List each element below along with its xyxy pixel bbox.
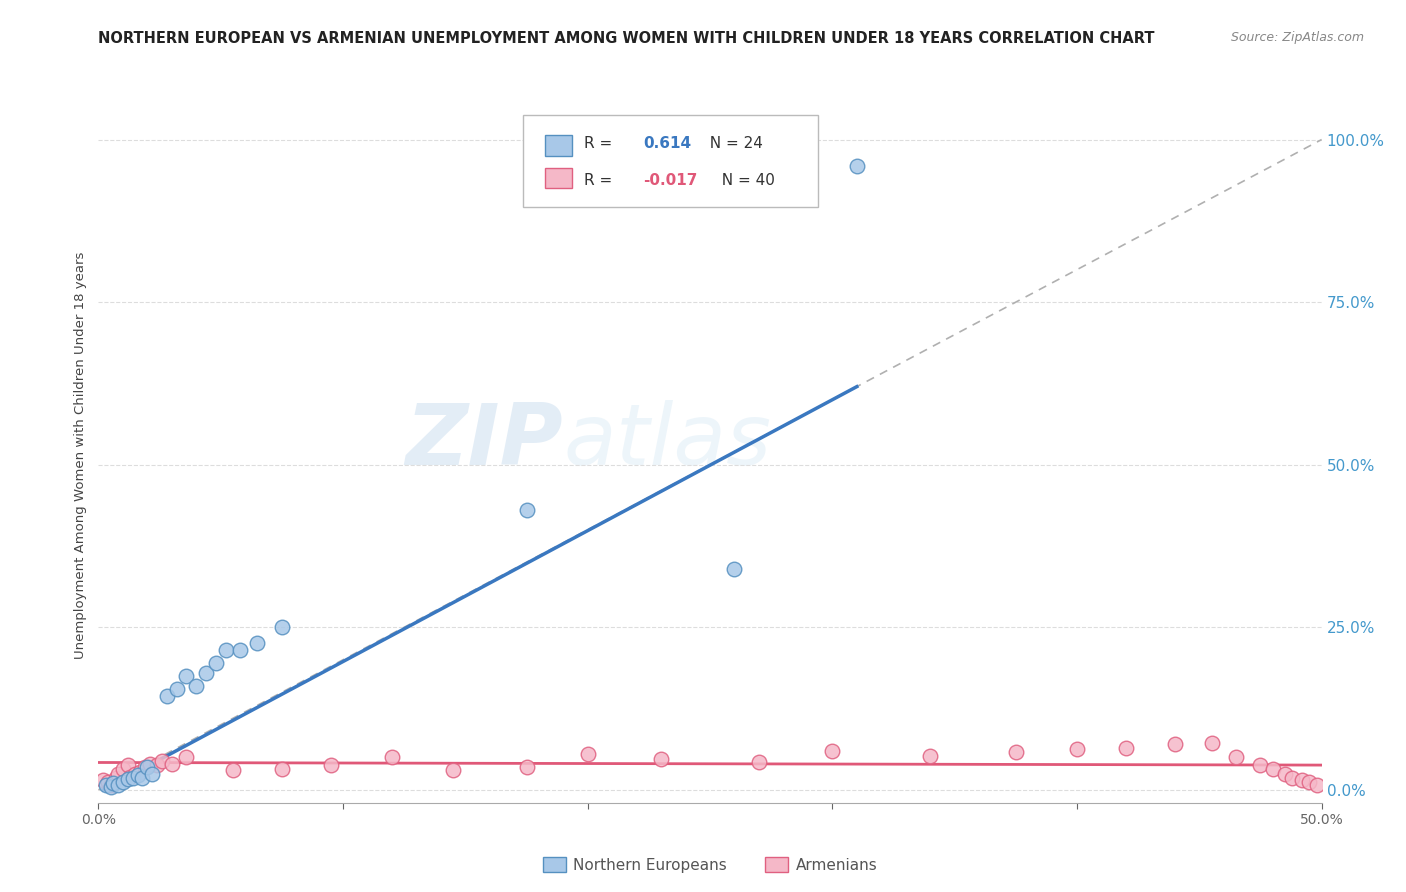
Point [1274, 766, 1296, 780]
Point [120, 770, 142, 784]
Point [650, 751, 672, 765]
Point [441, 764, 464, 778]
Point [1115, 740, 1137, 755]
Text: N = 40: N = 40 [713, 173, 775, 188]
Point [1261, 762, 1284, 776]
FancyBboxPatch shape [523, 115, 818, 207]
Point [1004, 745, 1026, 759]
Point [107, 778, 129, 792]
Point [229, 643, 252, 657]
Text: -0.017: -0.017 [643, 173, 697, 188]
Text: atlas: atlas [564, 400, 772, 483]
Point [111, 762, 134, 776]
Point [845, 159, 868, 173]
Point [1249, 758, 1271, 772]
Point [1164, 737, 1187, 751]
Point [1066, 742, 1088, 756]
Text: R =: R = [583, 136, 617, 152]
Point [246, 636, 269, 650]
Y-axis label: Unemployment Among Women with Children Under 18 years: Unemployment Among Women with Children U… [75, 252, 87, 658]
Point [136, 760, 159, 774]
Point [156, 689, 179, 703]
Bar [546, 168, 572, 188]
Text: N = 24: N = 24 [700, 136, 763, 152]
Point [166, 681, 188, 696]
Point [748, 756, 770, 770]
Point [205, 656, 228, 670]
Point [723, 562, 745, 576]
Text: Source: ZipAtlas.com: Source: ZipAtlas.com [1230, 31, 1364, 45]
Point [146, 758, 169, 772]
Point [270, 620, 294, 634]
Point [195, 665, 218, 680]
Text: R =: R = [583, 173, 617, 188]
Point [176, 750, 198, 764]
Point [319, 758, 342, 772]
Point [515, 503, 537, 517]
Point [1201, 736, 1223, 750]
Point [381, 750, 404, 764]
Point [920, 749, 942, 764]
Text: NORTHERN EUROPEAN VS ARMENIAN UNEMPLOYMENT AMONG WOMEN WITH CHILDREN UNDER 18 YE: NORTHERN EUROPEAN VS ARMENIAN UNEMPLOYME… [98, 31, 1154, 46]
Point [117, 758, 139, 772]
Point [176, 669, 198, 683]
Point [124, 766, 146, 780]
Point [576, 747, 599, 761]
Point [129, 764, 152, 779]
Point [104, 771, 127, 785]
Point [100, 778, 122, 792]
Point [214, 643, 236, 657]
Point [139, 756, 162, 771]
Point [101, 776, 124, 790]
Point [134, 760, 156, 774]
Point [91, 772, 114, 787]
Point [821, 744, 844, 758]
Point [1306, 778, 1329, 792]
Point [150, 754, 173, 768]
Point [131, 771, 153, 785]
Text: ZIP: ZIP [405, 400, 564, 483]
Point [121, 771, 143, 785]
Point [97, 775, 120, 789]
Point [160, 756, 183, 771]
Point [270, 762, 294, 776]
Bar [546, 135, 572, 156]
Point [111, 775, 134, 789]
Point [127, 768, 149, 782]
Point [1291, 772, 1313, 787]
Point [100, 780, 122, 795]
Point [117, 772, 139, 787]
Point [515, 760, 537, 774]
Point [1298, 775, 1320, 789]
Point [107, 766, 129, 780]
Text: 0.614: 0.614 [643, 136, 690, 152]
Legend: Northern Europeans, Armenians: Northern Europeans, Armenians [537, 850, 883, 879]
Point [1225, 750, 1247, 764]
Point [1281, 771, 1303, 785]
Point [141, 766, 163, 780]
Point [222, 764, 245, 778]
Point [94, 778, 117, 792]
Point [186, 679, 208, 693]
